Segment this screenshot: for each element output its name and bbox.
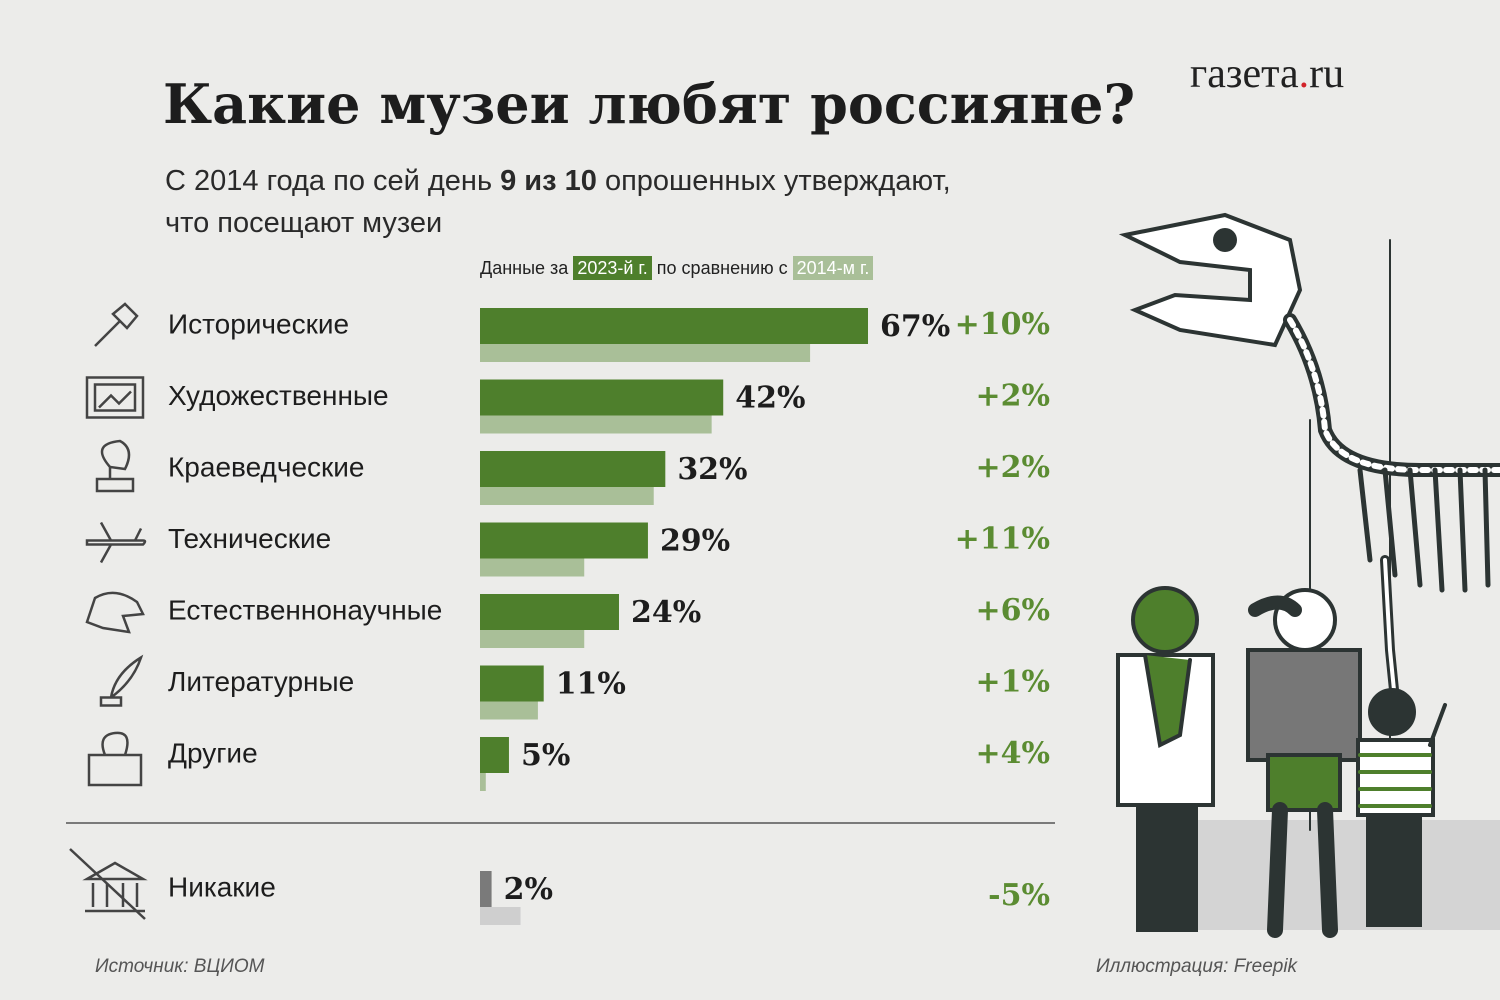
subtitle: С 2014 года по сей день 9 из 10 опрошенн… <box>165 160 951 244</box>
category-icon <box>85 521 147 564</box>
icon-shape <box>95 439 135 493</box>
category-label: Технические <box>168 523 331 554</box>
value-label: 42% <box>735 381 805 416</box>
icon-shape <box>94 302 139 347</box>
category-label: Другие <box>168 737 258 768</box>
bar <box>480 344 811 362</box>
legend: Данные за 2023-й г. по сравнению с 2014-… <box>480 256 874 280</box>
bar <box>480 451 666 487</box>
bar <box>480 737 509 773</box>
category-icon <box>85 591 145 634</box>
subtitle-text: С 2014 года по сей день <box>165 165 493 197</box>
legend-text: Данные за <box>480 258 569 278</box>
bar <box>480 773 486 791</box>
logo-text: ru <box>1309 51 1345 97</box>
value-label: 24% <box>631 595 701 630</box>
category-icon <box>69 848 148 920</box>
bar <box>480 594 619 630</box>
category-label: Естественнонаучные <box>168 594 442 625</box>
legend-entry: 2014-м г. <box>792 256 874 280</box>
subtitle-text: опрошенных утверждают, <box>604 165 951 197</box>
change-label: +11% <box>955 522 1050 557</box>
category-label: Литературные <box>168 666 354 697</box>
bar <box>480 308 868 344</box>
icon-shape <box>99 654 144 707</box>
logo: газета.ru <box>1190 50 1344 98</box>
bar <box>480 379 724 416</box>
value-label: 11% <box>556 667 626 702</box>
title: Какие музеи любят россияне? <box>163 72 1136 136</box>
value-label: 2% <box>504 872 553 907</box>
subtitle-bold: 9 из 10 <box>500 165 597 197</box>
change-label: +6% <box>975 593 1050 628</box>
icon-shape <box>85 521 147 564</box>
logo-text: газета <box>1190 51 1299 97</box>
bar <box>480 487 654 505</box>
value-label: 67% <box>880 309 950 344</box>
bar <box>480 630 585 648</box>
category-icon <box>85 376 145 419</box>
bar <box>480 522 648 559</box>
bar <box>480 907 521 925</box>
category-icon <box>87 731 143 787</box>
credit: Иллюстрация: Freepik <box>1096 956 1298 977</box>
icon-shape <box>82 861 148 913</box>
change-label: +2% <box>975 450 1050 485</box>
icon-strike <box>69 848 146 920</box>
change-label: +2% <box>975 379 1050 414</box>
value-label: 5% <box>521 738 570 773</box>
source: Источник: ВЦИОМ <box>95 956 265 977</box>
bar <box>480 701 538 720</box>
icon-shape <box>85 376 145 419</box>
category-label: Никакие <box>168 871 276 902</box>
category-label: Художественные <box>168 380 389 411</box>
logo-dot: . <box>1298 51 1310 97</box>
legend-text: по сравнению с <box>656 258 788 278</box>
category-icon <box>95 439 135 493</box>
change-label: +10% <box>955 307 1050 342</box>
subtitle-text: что посещают музеи <box>165 207 443 239</box>
icon-shape <box>85 591 145 634</box>
legend-entry: 2023-й г. <box>573 256 652 280</box>
value-label: 29% <box>660 524 730 559</box>
change-label: +1% <box>975 665 1050 700</box>
category-icon <box>99 654 144 707</box>
change-label: -5% <box>988 878 1050 913</box>
category-label: Краеведческие <box>168 451 365 482</box>
illustration <box>1116 212 1500 938</box>
value-label: 32% <box>677 452 747 487</box>
bar <box>480 871 492 907</box>
bar <box>480 665 544 702</box>
change-label: +4% <box>975 736 1050 771</box>
bar <box>480 415 712 434</box>
icon-shape <box>87 731 143 787</box>
category-label: Исторические <box>168 308 349 339</box>
bar <box>480 558 585 577</box>
category-icon <box>94 302 139 347</box>
